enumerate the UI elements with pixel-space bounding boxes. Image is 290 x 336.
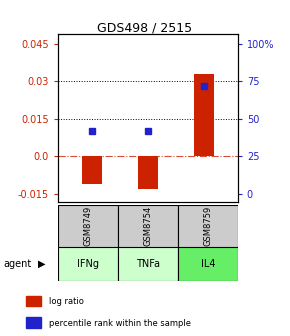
Bar xyxy=(178,205,238,247)
Bar xyxy=(118,205,178,247)
Text: TNFa: TNFa xyxy=(136,259,160,269)
Bar xyxy=(194,74,214,157)
Bar xyxy=(178,247,238,281)
Text: GSM8759: GSM8759 xyxy=(203,206,212,246)
Bar xyxy=(138,157,158,189)
Text: ▶: ▶ xyxy=(38,259,46,269)
Text: GSM8749: GSM8749 xyxy=(84,206,93,246)
Bar xyxy=(26,317,41,328)
Text: IFNg: IFNg xyxy=(77,259,99,269)
Bar xyxy=(58,247,118,281)
Text: log ratio: log ratio xyxy=(49,297,84,306)
Bar xyxy=(26,296,41,306)
Text: IL4: IL4 xyxy=(201,259,215,269)
Text: GDS498 / 2515: GDS498 / 2515 xyxy=(97,22,193,35)
Bar xyxy=(58,205,118,247)
Bar xyxy=(82,157,101,184)
Text: GSM8754: GSM8754 xyxy=(143,206,153,246)
Text: agent: agent xyxy=(3,259,31,269)
Text: percentile rank within the sample: percentile rank within the sample xyxy=(49,319,191,328)
Bar xyxy=(118,247,178,281)
